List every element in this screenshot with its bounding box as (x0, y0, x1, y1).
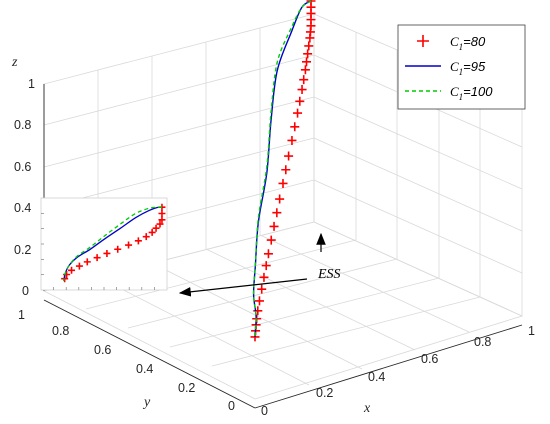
y-tick-label: 0.2 (178, 381, 195, 395)
z-tick-label: 0.6 (14, 160, 31, 174)
inset-data-point-0-26 (75, 262, 83, 270)
inset-data-point-0-18 (114, 245, 122, 253)
data-point-0-29 (253, 306, 263, 316)
legend-entry-0: C1=80 (417, 34, 486, 52)
svg-text:C1=95: C1=95 (450, 59, 486, 77)
inset-data-point-0-16 (125, 241, 133, 249)
x-tick-label: 0.4 (368, 370, 385, 384)
x-tick-label: 0.6 (421, 352, 438, 366)
legend-label-0-main: C (450, 34, 459, 49)
y-tick-label: 1 (18, 308, 25, 322)
data-point-0-6 (305, 33, 315, 43)
legend-label-2-sub: 1 (459, 92, 464, 102)
data-point-0-8 (303, 49, 313, 59)
inset-data-point-0-24 (83, 258, 91, 266)
data-point-0-25 (261, 261, 271, 271)
x-tick-labels: 0 0.2 0.4 0.6 0.8 1 (261, 324, 535, 418)
x-tick-label: 0 (261, 404, 268, 418)
data-point-0-23 (266, 235, 276, 245)
data-point-0-21 (272, 208, 282, 218)
legend-label-2-value: =100 (463, 84, 493, 99)
x-axis-line (254, 324, 523, 409)
x-axis-label: x (363, 401, 371, 416)
y-axis-line (43, 299, 256, 409)
z-tick-label: 0 (22, 284, 29, 298)
data-point-0-18 (281, 165, 291, 175)
series-line-2 (252, 0, 312, 337)
y-tick-label: 0.8 (52, 324, 69, 338)
inset-data-point-0-4 (158, 216, 166, 224)
data-point-0-12 (297, 85, 307, 95)
y-tick-label: 0 (228, 399, 235, 413)
inset-series-layer (61, 203, 166, 283)
legend-entry-2: C1=100 (405, 84, 493, 102)
data-point-0-17 (284, 151, 294, 161)
inset-data-point-0-8 (152, 224, 160, 232)
inset-data-point-0-2 (158, 210, 166, 218)
inset-data-point-0-28 (68, 266, 76, 274)
data-point-0-27 (257, 284, 267, 294)
data-point-0-10 (300, 65, 310, 75)
data-point-0-24 (263, 249, 273, 259)
data-point-0-11 (299, 75, 309, 85)
inset-tick-marks (41, 212, 155, 290)
data-point-0-20 (275, 194, 285, 204)
z-axis-label: z (11, 55, 18, 70)
y-tick-labels: 1 0.8 0.6 0.4 0.2 0 (18, 308, 235, 413)
y-tick-label: 0.4 (136, 362, 153, 376)
inset-data-point-0-14 (134, 237, 142, 245)
inset-data-point-0-20 (103, 249, 111, 257)
inset-data-point-0-22 (93, 254, 101, 262)
y-tick-label: 0.6 (94, 343, 111, 357)
z-tick-label: 0.2 (14, 243, 31, 257)
x-tick-label: 0.8 (474, 335, 491, 349)
ess-arrow-left (178, 278, 308, 297)
z-tick-label: 0.8 (14, 118, 31, 132)
inset-data-point-0-12 (142, 233, 150, 241)
data-point-0-14 (293, 108, 303, 118)
legend-label-2-main: C (450, 84, 459, 99)
inset-data-point-0-30 (63, 270, 71, 278)
z-tick-label: 1 (28, 77, 35, 91)
legend: C1=80 C1=95 C1=100 (397, 24, 526, 110)
x-tick-label: 0.2 (316, 386, 333, 400)
legend-label-0-sub: 1 (459, 42, 464, 52)
data-point-0-22 (269, 221, 279, 231)
inset-panel (40, 197, 168, 291)
x-tick-label: 1 (528, 324, 535, 338)
svg-text:C1=100: C1=100 (450, 84, 493, 102)
z-tick-labels: 0 0.2 0.4 0.6 0.8 1 (14, 77, 35, 298)
data-point-0-13 (295, 96, 305, 106)
data-point-0-28 (254, 296, 264, 306)
data-point-0-15 (290, 122, 300, 132)
legend-marker-plus (417, 35, 429, 47)
inset-data-point-0-6 (156, 220, 164, 228)
y-axis-label: y (142, 395, 151, 410)
data-point-0-7 (304, 41, 314, 51)
legend-label-1-main: C (450, 59, 459, 74)
data-point-0-19 (278, 178, 288, 188)
legend-entry-1: C1=95 (405, 59, 486, 77)
svg-text:C1=80: C1=80 (450, 34, 486, 52)
data-point-0-16 (287, 135, 297, 145)
ess-annotation: ESS (317, 267, 341, 282)
legend-label-0-value: =80 (463, 34, 486, 49)
series-layer (250, 0, 316, 342)
data-point-0-9 (302, 57, 312, 67)
inset-data-point-0-10 (148, 228, 156, 236)
inset-frame (40, 197, 168, 291)
data-point-0-26 (259, 272, 269, 282)
legend-label-1-value: =95 (463, 59, 486, 74)
z-tick-label: 0.4 (14, 201, 31, 215)
legend-label-1-sub: 1 (459, 67, 464, 77)
inset-series-line-2 (63, 206, 163, 281)
legend-box (397, 24, 526, 110)
